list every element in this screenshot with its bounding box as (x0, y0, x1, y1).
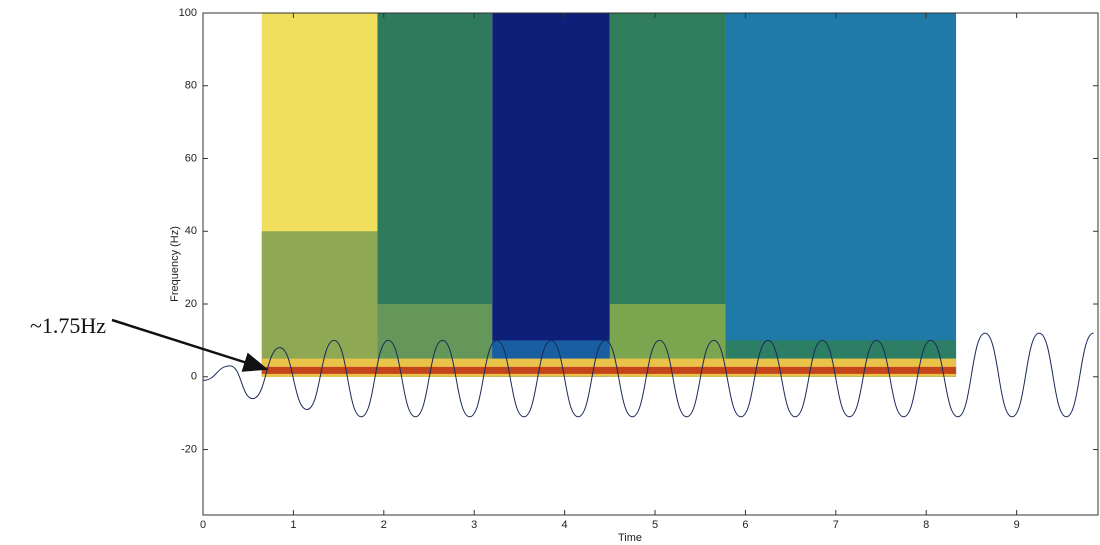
y-tick-label: 80 (185, 80, 197, 92)
spectrogram-block (725, 13, 957, 377)
x-tick-label: 3 (471, 519, 477, 531)
x-tick-label: 2 (381, 519, 387, 531)
x-tick-label: 5 (652, 519, 658, 531)
x-tick-label: 0 (200, 519, 206, 531)
x-tick-label: 7 (833, 519, 839, 531)
y-tick-label: 0 (191, 371, 197, 383)
y-tick-label: 20 (185, 298, 197, 310)
x-tick-label: 1 (290, 519, 296, 531)
x-tick-label: 8 (923, 519, 929, 531)
x-tick-label: 4 (562, 519, 568, 531)
annotation: ~1.75Hz (30, 313, 106, 338)
y-tick-label: 100 (179, 7, 197, 19)
signal-line (202, 332, 1094, 418)
x-axis-label: Time (618, 532, 642, 544)
y-axis-label: Frequency (Hz) (169, 226, 181, 302)
y-tick-label: 40 (185, 225, 197, 237)
plot-marks (202, 13, 1094, 418)
spectrogram-low-band (261, 231, 378, 377)
y-tick-label: -20 (181, 443, 197, 455)
annotation-arrow (111, 318, 269, 372)
x-tick-label: 9 (1014, 519, 1020, 531)
x-tick-label: 6 (742, 519, 748, 531)
spectrogram-block (492, 13, 610, 377)
y-tick-label: 60 (185, 152, 197, 164)
plot-frame (202, 12, 1099, 516)
